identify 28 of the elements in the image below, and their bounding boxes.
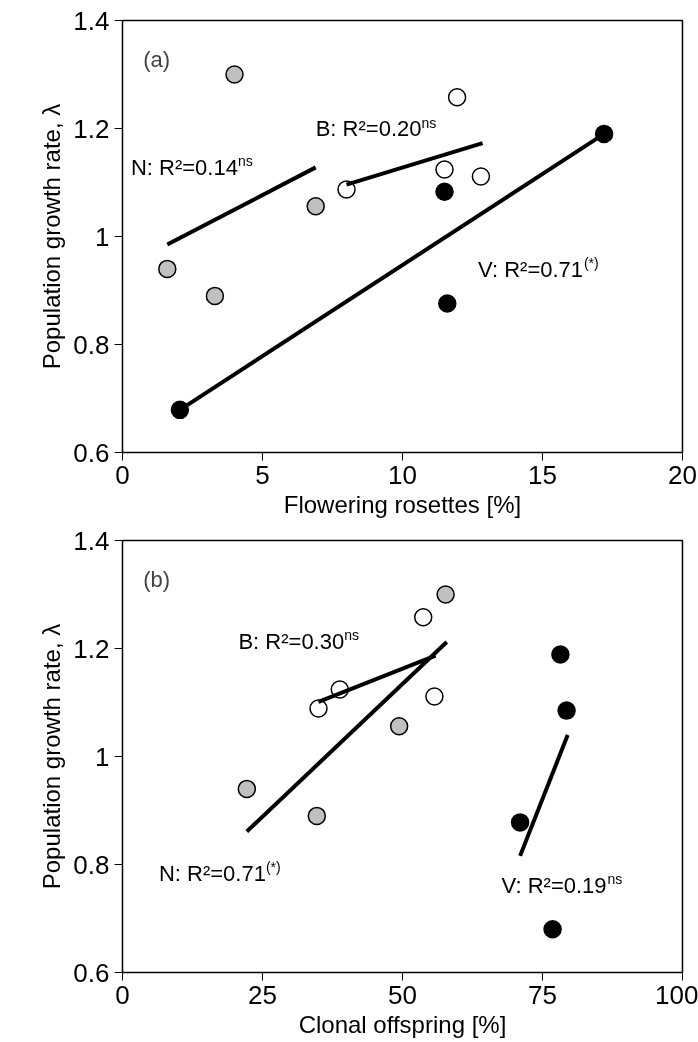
y-tick-label: 0.8 bbox=[73, 849, 110, 880]
x-tick-label: 15 bbox=[528, 459, 557, 490]
annotation: N: R²=0.71(*) bbox=[158, 858, 281, 886]
x-tick-label: 100 bbox=[655, 979, 698, 1010]
y-tick-label: 1.4 bbox=[73, 5, 110, 36]
y-tick-label: 1.2 bbox=[73, 113, 110, 144]
x-tick-label: 20 bbox=[668, 459, 697, 490]
y-tick-label: 1 bbox=[95, 741, 110, 772]
y-tick-label: 0.6 bbox=[73, 437, 110, 468]
x-axis-title: Clonal offspring [%] bbox=[298, 1010, 507, 1038]
x-tick-label: 25 bbox=[248, 979, 277, 1010]
y-tick-label: 0.8 bbox=[73, 329, 110, 360]
y-tick-label: 1 bbox=[95, 221, 110, 252]
text: (a) bbox=[143, 46, 171, 72]
x-axis-title: Flowering rosettes [%] bbox=[283, 490, 522, 518]
x-tick-label: 75 bbox=[528, 979, 557, 1010]
x-tick-label: 50 bbox=[388, 979, 417, 1010]
y-tick-label: 1.4 bbox=[73, 525, 110, 556]
y-tick-label: 1.2 bbox=[73, 633, 110, 664]
annotation: V: R²=0.71(*) bbox=[478, 255, 599, 282]
text: (b) bbox=[143, 566, 171, 592]
x-tick-label: 0 bbox=[115, 979, 130, 1010]
x-tick-label: 0 bbox=[115, 459, 130, 490]
x-tick-label: 5 bbox=[255, 459, 270, 490]
y-axis-title: Population growth rate, λ bbox=[38, 623, 66, 890]
y-tick-label: 0.6 bbox=[73, 957, 110, 988]
x-tick-label: 10 bbox=[388, 459, 417, 490]
y-axis-title: Population growth rate, λ bbox=[38, 103, 66, 370]
